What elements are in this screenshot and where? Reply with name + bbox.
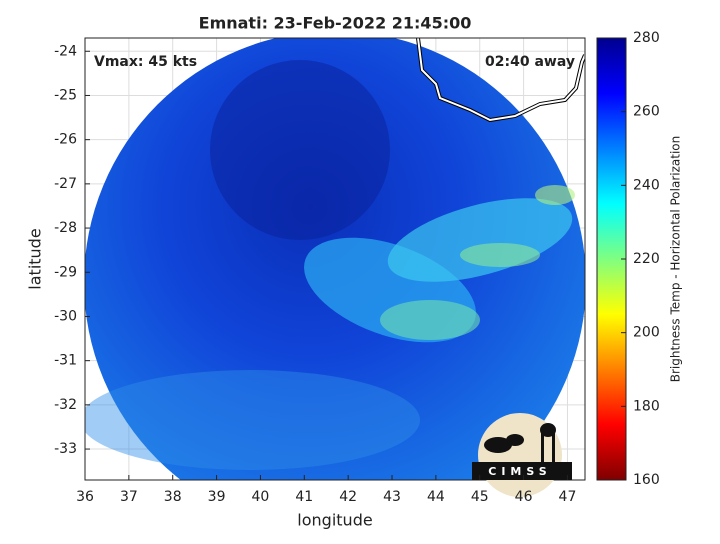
x-tick-label: 44 — [427, 489, 445, 505]
annotation: 02:40 away — [485, 54, 575, 70]
colorbar-label: Brightness Temp - Horizontal Polarizatio… — [669, 136, 683, 383]
y-tick-label: -30 — [54, 308, 77, 324]
colorbar-tick-label: 160 — [633, 472, 660, 488]
colorbar-tick-label: 240 — [633, 177, 660, 193]
x-tick-label: 43 — [383, 489, 401, 505]
swath-image — [85, 38, 585, 480]
x-tick-label: 46 — [515, 489, 533, 505]
x-tick-label: 36 — [76, 489, 94, 505]
colorbar-tick-label: 260 — [633, 104, 660, 120]
colorbar-tick-label: 280 — [633, 30, 660, 46]
y-tick-label: -24 — [54, 43, 77, 59]
x-tick-label: 40 — [252, 489, 270, 505]
logo-text: CIMSS — [488, 465, 551, 478]
x-tick-label: 38 — [164, 489, 182, 505]
y-tick-label: -31 — [54, 353, 77, 369]
x-tick-label: 47 — [559, 489, 577, 505]
colorbar-tick-label: 200 — [633, 325, 660, 341]
y-tick-label: -28 — [54, 220, 77, 236]
y-tick-label: -29 — [54, 264, 77, 280]
colorbar-tick-label: 180 — [633, 398, 660, 414]
x-tick-label: 45 — [471, 489, 489, 505]
y-tick-label: -26 — [54, 132, 77, 148]
y-axis-label: latitude — [26, 228, 45, 289]
plot-frame — [84, 37, 586, 481]
chart-title: Emnati: 23-Feb-2022 21:45:00 — [199, 14, 472, 33]
x-axis-label: longitude — [297, 511, 372, 530]
colorbar-tick-label: 220 — [633, 251, 660, 267]
annotation: Vmax: 45 kts — [94, 54, 197, 70]
x-tick-label: 41 — [295, 489, 313, 505]
x-tick-label: 37 — [120, 489, 138, 505]
x-tick-label: 42 — [339, 489, 357, 505]
logo: CIMSS — [472, 413, 572, 497]
y-tick-label: -27 — [54, 176, 77, 192]
y-tick-label: -33 — [54, 441, 77, 457]
y-tick-label: -25 — [54, 87, 77, 103]
y-tick-label: -32 — [54, 397, 77, 413]
x-tick-label: 39 — [208, 489, 226, 505]
